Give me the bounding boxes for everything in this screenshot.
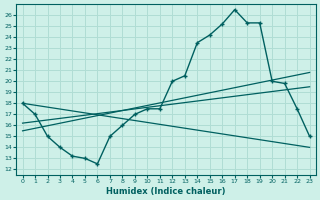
X-axis label: Humidex (Indice chaleur): Humidex (Indice chaleur) <box>106 187 226 196</box>
